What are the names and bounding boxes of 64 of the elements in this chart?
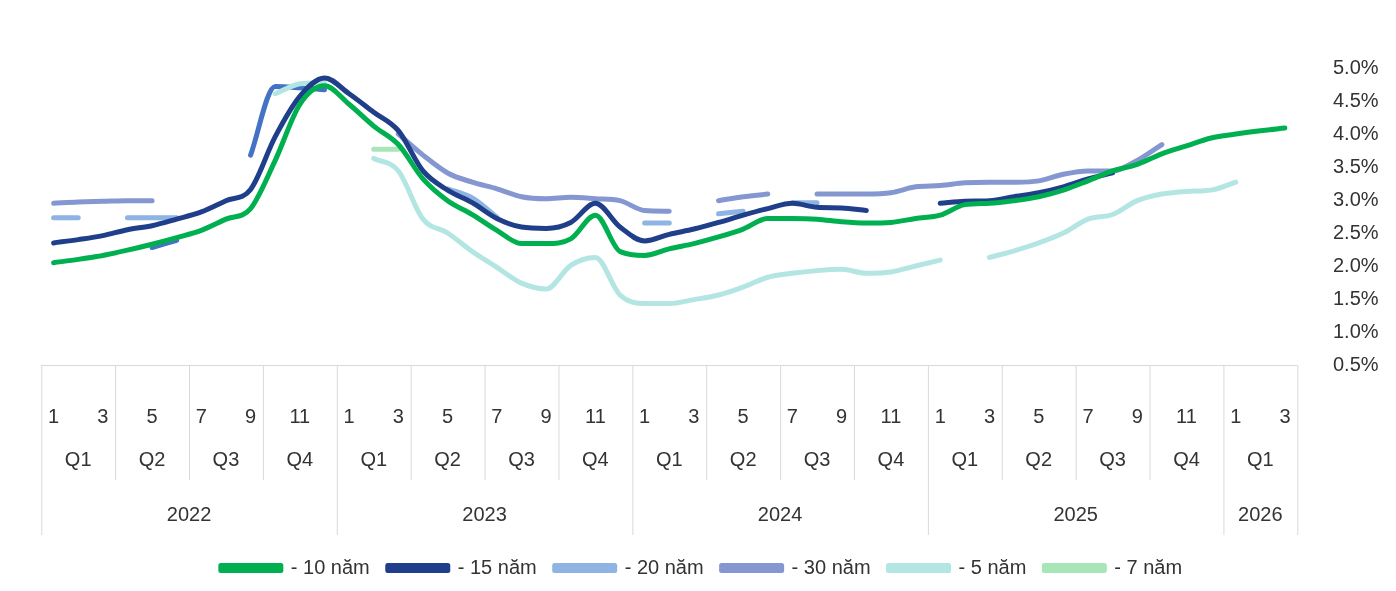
x-tick-label: 1 — [1230, 404, 1242, 427]
x-tick-label: 3 — [688, 404, 700, 427]
text: 2023 — [462, 502, 507, 525]
text: Q2 — [1025, 447, 1053, 470]
x-tick-label: 11 — [289, 404, 311, 427]
text: Q1 — [655, 447, 683, 470]
x-tick-label: 5 — [1033, 404, 1045, 427]
x-tick-label: 1 — [48, 404, 60, 427]
text: Q3 — [803, 447, 831, 470]
text: Q1 — [360, 447, 388, 470]
text: Q4 — [877, 447, 905, 470]
text: Q1 — [64, 447, 92, 470]
x-tick-label: 9 — [540, 404, 552, 427]
text: Q3 — [508, 447, 535, 470]
text: 2026 — [1238, 502, 1283, 525]
y-tick-label: 1.0% — [1333, 319, 1379, 342]
y-tick-label: 2.0% — [1333, 253, 1379, 276]
text: Q1 — [951, 447, 979, 470]
text: 2022 — [166, 502, 212, 525]
x-tick-label: 9 — [245, 404, 257, 427]
text: Q2 — [434, 447, 461, 470]
x-tick-label: 1 — [343, 404, 355, 427]
y-tick-label: 3.5% — [1333, 154, 1379, 177]
x-tick-label: 11 — [585, 404, 606, 427]
text: Q4 — [286, 447, 314, 470]
y-tick-label: 2.5% — [1333, 220, 1379, 243]
x-tick-label: 5 — [442, 404, 454, 427]
x-tick-label: 7 — [491, 404, 503, 427]
x-tick-label: 9 — [836, 404, 848, 427]
legend-label: - 30 năm — [791, 555, 871, 578]
x-tick-label: 3 — [1279, 404, 1291, 427]
x-tick-label: 11 — [1176, 404, 1197, 427]
x-tick-label: 5 — [146, 404, 158, 427]
text: 2024 — [757, 502, 803, 525]
text: Q1 — [1247, 447, 1274, 470]
legend-label: - 7 năm — [1114, 555, 1183, 578]
y-tick-label: 4.0% — [1333, 121, 1379, 144]
y-tick-label: 4.5% — [1333, 88, 1379, 111]
text: Q3 — [212, 447, 240, 470]
x-tick-label: 3 — [97, 404, 109, 427]
text: Q4 — [1173, 447, 1200, 470]
x-tick-label: 3 — [983, 404, 996, 427]
x-tick-label: 1 — [639, 404, 651, 427]
y-tick-label: 3.0% — [1333, 187, 1379, 210]
y-tick-label: 1.5% — [1333, 286, 1379, 309]
x-tick-label: 9 — [1131, 404, 1143, 427]
x-tick-label: 11 — [880, 404, 902, 427]
x-tick-label: 7 — [195, 404, 207, 427]
text: 2025 — [1053, 502, 1098, 525]
x-tick-label: 7 — [1082, 404, 1094, 427]
y-tick-label: 0.5% — [1333, 352, 1379, 375]
x-tick-label: 7 — [786, 404, 798, 427]
legend-label: - 20 năm — [624, 555, 704, 578]
y-tick-label: 5.0% — [1333, 55, 1379, 78]
x-tick-label: 1 — [934, 404, 946, 427]
legend-label: - 10 năm — [290, 555, 370, 578]
text: Q2 — [138, 447, 166, 470]
legend-label: - 15 năm — [457, 555, 537, 578]
x-tick-label: 3 — [392, 404, 404, 427]
x-tick-label: 5 — [737, 404, 749, 427]
text: Q4 — [582, 447, 609, 470]
text: Q3 — [1099, 447, 1126, 470]
text: Q2 — [729, 447, 757, 470]
legend-label: - 5 năm — [958, 555, 1027, 578]
